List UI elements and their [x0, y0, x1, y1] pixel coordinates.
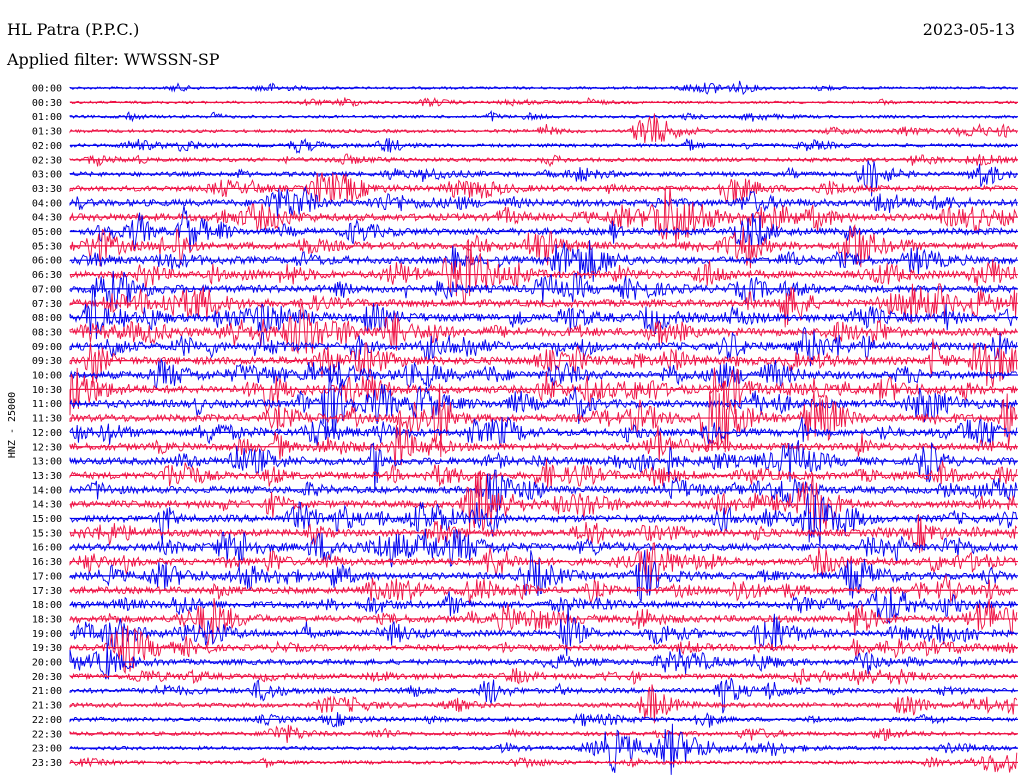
trace-line	[69, 643, 1017, 680]
trace-line	[69, 440, 1018, 492]
row-label: 03:30	[32, 184, 62, 195]
row-label: 20:30	[32, 672, 62, 683]
trace-line	[69, 458, 1018, 488]
row-label: 11:30	[32, 414, 62, 425]
row-label: 13:00	[32, 457, 62, 468]
trace-line	[69, 528, 1018, 568]
row-label: 00:30	[32, 98, 62, 109]
date-label: 2023-05-13	[922, 20, 1015, 39]
row-label: 05:00	[32, 227, 62, 238]
row-label: 09:30	[32, 356, 62, 367]
trace-line	[69, 514, 1018, 554]
row-label: 16:00	[32, 543, 62, 554]
row-label: 15:30	[32, 528, 62, 539]
trace-line	[69, 667, 1018, 685]
row-label: 10:30	[32, 385, 62, 396]
row-label: 15:00	[32, 514, 62, 525]
row-label: 06:30	[32, 270, 62, 281]
row-label: 01:00	[32, 112, 62, 123]
trace-line	[69, 493, 1018, 546]
row-label: 22:30	[32, 729, 62, 740]
trace-line	[69, 239, 1018, 282]
trace-line	[69, 587, 1018, 625]
trace-line	[69, 338, 1018, 388]
row-label: 16:30	[32, 557, 62, 568]
row-label: 14:30	[32, 500, 62, 511]
trace-line	[69, 573, 1017, 606]
row-label: 23:00	[32, 744, 62, 755]
row-label: 02:30	[32, 155, 62, 166]
trace-line	[69, 470, 1018, 532]
trace-line	[69, 239, 1018, 305]
row-label: 09:00	[32, 342, 62, 353]
row-label: 00:00	[32, 84, 62, 95]
row-label: 10:00	[32, 371, 62, 382]
row-label: 05:30	[32, 241, 62, 252]
station-title: HL Patra (P.P.C.)	[7, 20, 140, 39]
trace-line	[69, 326, 1018, 367]
row-label: 17:00	[32, 571, 62, 582]
row-label: 07:00	[32, 284, 62, 295]
row-label: 21:30	[32, 701, 62, 712]
row-label: 04:30	[32, 213, 62, 224]
row-label: 23:30	[32, 758, 62, 769]
trace-line	[69, 367, 1018, 416]
row-label: 20:00	[32, 658, 62, 669]
trace-line	[69, 186, 1018, 246]
row-label: 19:30	[32, 643, 62, 654]
trace-line	[69, 365, 1018, 437]
trace-line	[69, 303, 1018, 355]
row-label: 11:00	[32, 399, 62, 410]
trace-line	[69, 677, 1017, 714]
trace-line	[69, 419, 1018, 471]
row-label: 21:00	[32, 686, 62, 697]
trace-line	[69, 598, 1018, 646]
row-label: 07:30	[32, 299, 62, 310]
row-label: 17:30	[32, 586, 62, 597]
trace-line	[69, 137, 1018, 154]
y-axis-label: HNZ - 25000	[7, 392, 18, 458]
trace-line	[69, 542, 1018, 590]
row-label: 01:30	[32, 127, 62, 138]
row-label: 12:00	[32, 428, 62, 439]
row-label: 14:00	[32, 485, 62, 496]
row-label: 13:30	[32, 471, 62, 482]
row-label: 18:30	[32, 614, 62, 625]
row-label: 04:00	[32, 198, 62, 209]
trace-line	[69, 113, 1018, 144]
row-label: 12:30	[32, 442, 62, 453]
trace-line	[69, 469, 1018, 518]
row-label: 06:00	[32, 256, 62, 267]
row-label: 22:00	[32, 715, 62, 726]
row-label: 08:00	[32, 313, 62, 324]
row-label: 03:00	[32, 170, 62, 181]
row-label: 18:00	[32, 600, 62, 611]
row-label: 08:30	[32, 327, 62, 338]
filter-label: Applied filter: WWSSN-SP	[7, 50, 220, 69]
row-label: 19:00	[32, 629, 62, 640]
trace-line	[69, 205, 1018, 253]
row-label: 02:00	[32, 141, 62, 152]
